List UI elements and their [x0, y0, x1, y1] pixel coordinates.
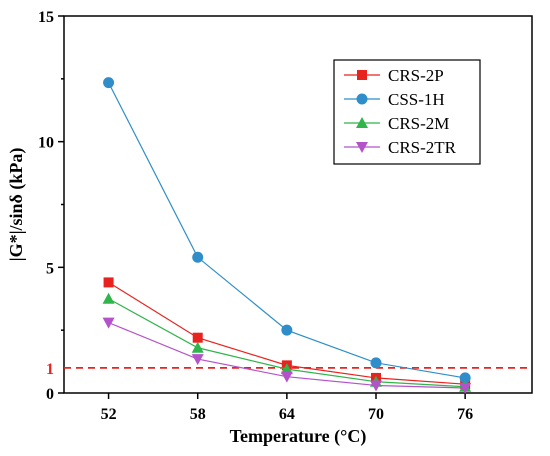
legend-label: CSS-1H [388, 90, 445, 109]
y-tick-label: 5 [46, 260, 54, 277]
legend-item: CSS-1H [344, 90, 445, 109]
series-crs-2tr [102, 317, 472, 394]
data-point [370, 380, 382, 392]
data-point [191, 341, 204, 353]
data-point [103, 77, 115, 89]
data-point [280, 371, 293, 383]
data-point [192, 332, 203, 343]
y-axis-title: |G*|/sinδ (kPa) [6, 148, 27, 262]
series-crs-2m [102, 292, 472, 392]
legend-label: CRS-2M [388, 114, 449, 133]
data-point [280, 363, 293, 375]
x-axis-title: Temperature (°C) [230, 426, 367, 447]
legend-item: CRS-2TR [344, 138, 457, 157]
y-tick-label: 10 [38, 135, 54, 152]
y-tick-label: 15 [38, 9, 54, 26]
x-tick-label: 52 [101, 406, 117, 423]
data-point [102, 292, 115, 304]
legend-item: CRS-2P [344, 66, 444, 85]
data-point [459, 382, 472, 394]
y-tick-label: 0 [46, 386, 54, 403]
legend: CRS-2P CSS-1H CRS-2M CRS-2TR [333, 59, 481, 165]
legend-marker [356, 117, 368, 128]
series-css-1h [103, 77, 471, 384]
legend-marker [357, 70, 367, 80]
x-tick-label: 76 [457, 406, 473, 423]
x-tick-label: 70 [368, 406, 384, 423]
reference-line-label: 1 [46, 361, 54, 378]
data-point [191, 354, 204, 366]
x-tick-label: 64 [279, 406, 295, 423]
axes: 52 58 64 70 76 0 5 10 15 [38, 9, 533, 423]
data-point [459, 372, 471, 384]
legend-item: CRS-2M [344, 114, 449, 133]
data-point [103, 277, 114, 288]
legend-label: CRS-2TR [388, 138, 457, 157]
data-point [192, 251, 204, 263]
data-point [102, 317, 115, 329]
x-tick-label: 58 [190, 406, 206, 423]
legend-label: CRS-2P [388, 66, 444, 85]
legend-marker [356, 93, 368, 105]
data-point [281, 324, 293, 336]
reference-line-group: 1 [46, 361, 532, 378]
series-group [102, 77, 472, 394]
legend-marker [356, 142, 368, 153]
data-point [370, 357, 382, 369]
